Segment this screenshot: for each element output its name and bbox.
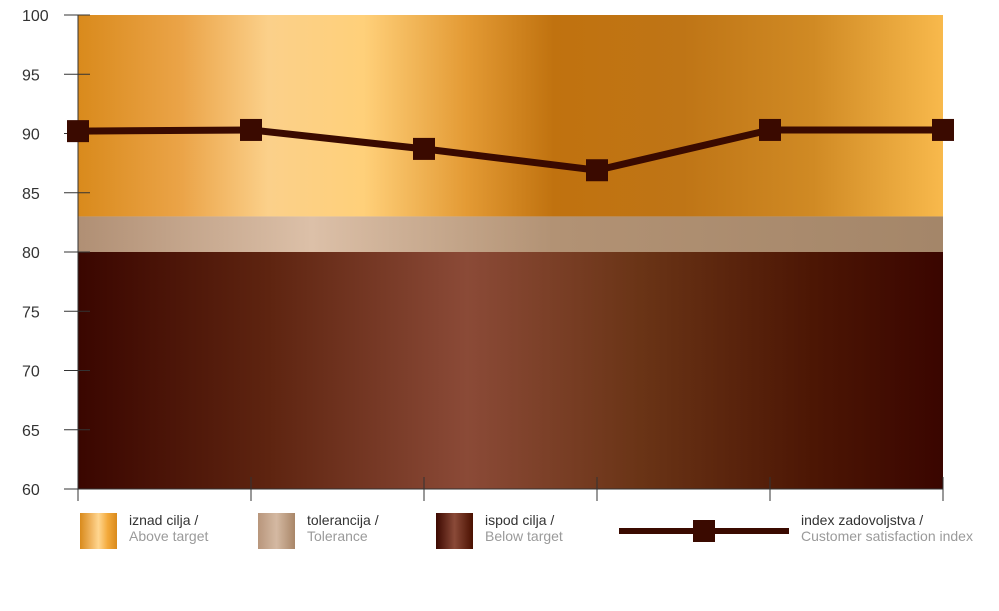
legend-item-index: index zadovoljstva / Customer satisfacti… bbox=[619, 512, 973, 549]
legend-label-above-en: Above target bbox=[129, 528, 209, 544]
band-tolerance bbox=[78, 216, 943, 252]
legend-swatch-below bbox=[436, 513, 473, 549]
y-tick-label: 85 bbox=[22, 186, 40, 203]
legend-item-tolerance: tolerancija / Tolerance bbox=[258, 512, 379, 549]
legend-swatch-above bbox=[80, 513, 117, 549]
legend-item-above: iznad cilja / Above target bbox=[80, 512, 208, 549]
y-tick-label: 70 bbox=[22, 364, 40, 381]
data-point bbox=[67, 120, 89, 143]
y-tick-label: 80 bbox=[22, 245, 40, 262]
legend-item-below: ispod cilja / Below target bbox=[436, 512, 563, 549]
y-tick-label: 90 bbox=[22, 127, 40, 144]
legend-swatch-tolerance bbox=[258, 513, 295, 549]
band-above-target bbox=[78, 15, 943, 217]
data-point bbox=[413, 137, 435, 160]
legend-label-index-en: Customer satisfaction index bbox=[801, 528, 973, 544]
y-tick-label: 65 bbox=[22, 423, 40, 440]
legend: iznad cilja / Above target tolerancija /… bbox=[0, 512, 999, 611]
legend-label-index-hr: index zadovoljstva / bbox=[801, 512, 924, 528]
y-tick-label: 75 bbox=[22, 304, 40, 321]
band-below-target bbox=[78, 252, 943, 489]
legend-label-below-hr: ispod cilja / bbox=[485, 512, 555, 528]
y-tick-label: 60 bbox=[22, 482, 40, 499]
y-tick-label: 100 bbox=[22, 8, 49, 25]
legend-label-tolerance-hr: tolerancija / bbox=[307, 512, 379, 528]
series-line bbox=[77, 126, 943, 174]
y-tick-label: 95 bbox=[22, 67, 40, 84]
legend-label-above-hr: iznad cilja / bbox=[129, 512, 199, 528]
data-point bbox=[932, 118, 954, 141]
legend-swatch-index bbox=[619, 520, 789, 542]
legend-label-tolerance-en: Tolerance bbox=[307, 528, 368, 544]
data-point bbox=[759, 118, 781, 141]
data-point bbox=[586, 159, 608, 182]
data-point bbox=[240, 118, 262, 141]
legend-label-below-en: Below target bbox=[485, 528, 563, 544]
